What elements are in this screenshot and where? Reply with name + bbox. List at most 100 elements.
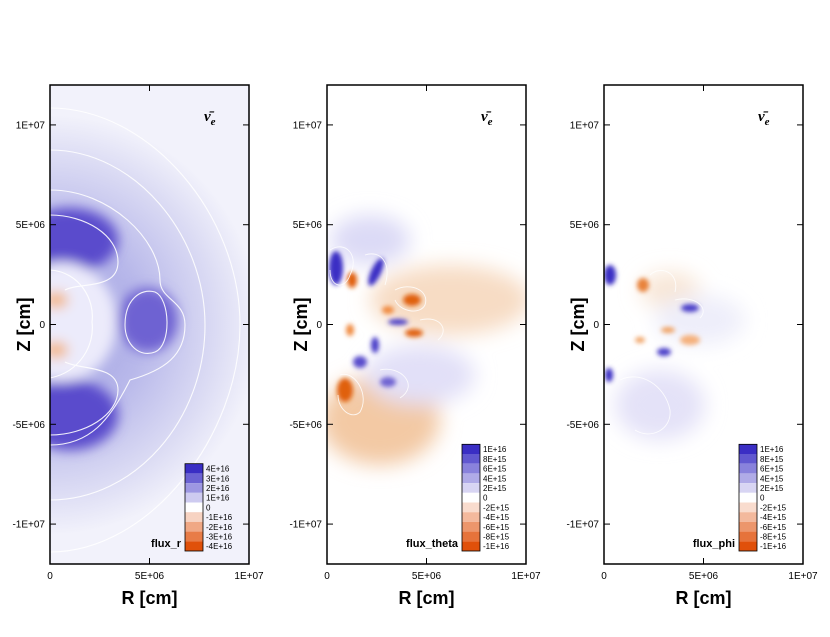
colorbar-swatch [739, 483, 757, 493]
colorbar-swatch [739, 463, 757, 474]
colorbar-swatch [462, 502, 480, 513]
colorbar-frame [461, 443, 481, 552]
colorbar-label: 8E+15 [483, 455, 507, 464]
x-axis-label: R [cm] [675, 588, 731, 608]
y-tick-label: 5E+06 [16, 220, 46, 231]
colorbar-label: 2E+16 [206, 484, 230, 493]
colorbar-swatch [185, 473, 203, 484]
y-tick-label: 1E+07 [293, 120, 323, 131]
x-tick-label: 0 [324, 571, 330, 582]
axes: 0 5E+06 1E+07 1E+07 5E+06 0 -5E+06 -1E+07 R [cm]… [289, 85, 541, 608]
colorbar-label: 0 [760, 494, 765, 503]
colorbar-swatch [462, 531, 480, 542]
colorbar-label: -8E+15 [760, 532, 787, 541]
y-tick-label: 1E+07 [570, 120, 600, 131]
y-axis-label: Z [cm] [568, 298, 588, 352]
colorbar-label: 4E+15 [760, 474, 784, 483]
colorbar-swatch [462, 541, 480, 551]
axes: 0 5E+06 1E+07 1E+07 5E+06 0 -5E+06 -1E+07 R [cm]… [12, 85, 264, 608]
colorbar-label: -2E+16 [206, 523, 233, 532]
flux-r-field [50, 85, 249, 564]
colorbar-label: 2E+15 [483, 484, 507, 493]
colorbar-swatch [462, 492, 480, 503]
colorbar-label: 6E+15 [483, 465, 507, 474]
colorbar-label: -1E+16 [760, 542, 787, 551]
y-tick-label: -5E+06 [289, 420, 322, 431]
colorbar-swatch [185, 492, 203, 503]
panel-label: flux_r [151, 538, 182, 550]
colorbar-label: 1E+16 [760, 445, 784, 454]
colorbar-swatch [739, 454, 757, 464]
colorbar-swatch [185, 512, 203, 522]
x-tick-label: 1E+07 [511, 571, 541, 582]
colorbar-frame [184, 463, 204, 552]
colorbar-label: 1E+16 [206, 494, 230, 503]
species-label: ν̄e [758, 109, 770, 128]
colorbar-swatch [739, 531, 757, 542]
colorbar-swatch [185, 521, 203, 532]
x-tick-label: 1E+07 [788, 571, 818, 582]
colorbar-label: 0 [483, 494, 488, 503]
y-tick-label: -1E+07 [289, 520, 322, 531]
y-tick-label: -1E+07 [566, 520, 599, 531]
colorbar-swatch [185, 531, 203, 542]
colorbar-swatch [739, 473, 757, 484]
y-tick-label: -5E+06 [566, 420, 599, 431]
colorbar-swatch [739, 492, 757, 503]
x-tick-label: 0 [601, 571, 607, 582]
colorbar-label: -1E+16 [483, 542, 510, 551]
colorbar-swatch [462, 512, 480, 522]
colorbar-label: 4E+15 [483, 474, 507, 483]
colorbar-label: 6E+15 [760, 465, 784, 474]
colorbar: 1E+168E+156E+154E+152E+150-2E+15-4E+15-6… [461, 443, 510, 552]
colorbar-swatch [739, 541, 757, 551]
colorbar-label: 1E+16 [483, 445, 507, 454]
colorbar-label: -4E+16 [206, 542, 233, 551]
colorbar-label: 0 [206, 503, 211, 512]
colorbar: 4E+163E+162E+161E+160-1E+16-2E+16-3E+16-… [184, 463, 233, 552]
colorbar-swatch [185, 463, 203, 474]
x-axis-label: R [cm] [121, 588, 177, 608]
colorbar-swatch [462, 521, 480, 532]
colorbar-label: 3E+16 [206, 474, 230, 483]
flux-phi-field [604, 85, 803, 564]
y-tick-label: 0 [593, 320, 599, 331]
y-tick-label: 0 [39, 320, 45, 331]
panel-flux-r: 0 5E+06 1E+07 1E+07 5E+06 0 -5E+06 -1E+07 R [cm]… [12, 84, 264, 608]
colorbar-label: -6E+15 [760, 523, 787, 532]
x-tick-label: 5E+06 [689, 571, 719, 582]
colorbar-swatch [185, 483, 203, 493]
colorbar-swatch [462, 454, 480, 464]
colorbar-label: -2E+15 [483, 503, 510, 512]
colorbar-label: -3E+16 [206, 532, 233, 541]
colorbar-swatch [462, 463, 480, 474]
colorbar-swatch [739, 512, 757, 522]
colorbar-swatch [185, 502, 203, 513]
x-tick-label: 5E+06 [135, 571, 165, 582]
colorbar-swatch [462, 483, 480, 493]
y-tick-label: 1E+07 [16, 120, 46, 131]
colorbar-swatch [185, 541, 203, 551]
colorbar-swatch [739, 521, 757, 532]
x-tick-label: 0 [47, 571, 53, 582]
colorbar-swatch [462, 473, 480, 484]
colorbar-label: -8E+15 [483, 532, 510, 541]
colorbar-swatch [462, 444, 480, 454]
colorbar-frame [738, 443, 758, 552]
panel-label: flux_phi [693, 538, 735, 550]
x-tick-label: 5E+06 [412, 571, 442, 582]
y-tick-label: 5E+06 [570, 220, 600, 231]
species-label: ν̄e [204, 109, 216, 128]
colorbar-label: -1E+16 [206, 513, 233, 522]
colorbar-label: -4E+15 [760, 513, 787, 522]
y-tick-label: 0 [316, 320, 322, 331]
y-tick-label: -5E+06 [12, 420, 45, 431]
colorbar-swatch [739, 502, 757, 513]
colorbar: 1E+168E+156E+154E+152E+150-2E+15-4E+15-6… [738, 443, 787, 552]
y-tick-label: 5E+06 [293, 220, 323, 231]
axes: 0 5E+06 1E+07 1E+07 5E+06 0 -5E+06 -1E+07 R [cm]… [566, 85, 818, 608]
panel-label: flux_theta [406, 538, 459, 550]
colorbar-label: 4E+16 [206, 465, 230, 474]
y-axis-label: Z [cm] [14, 298, 34, 352]
